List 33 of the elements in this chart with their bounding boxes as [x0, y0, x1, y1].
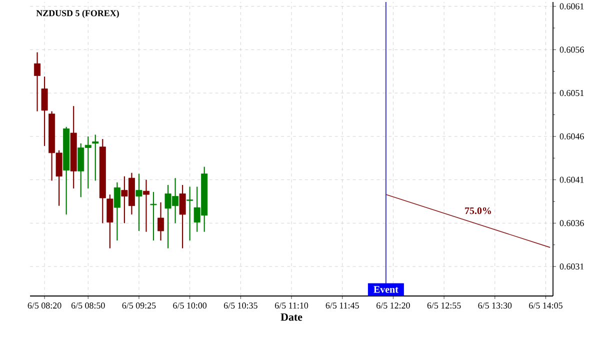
x-tick-label: 6/5 14:05: [529, 302, 562, 309]
candlestick: [186, 186, 194, 242]
annotation: 75.0%: [465, 207, 491, 214]
y-tick-label: 0.6041: [560, 176, 584, 183]
y-tick-label: 0.6036: [560, 220, 584, 226]
candlestick: [150, 191, 157, 242]
x-tick-label: 6/5 13:30: [478, 302, 512, 309]
candlestick: [136, 173, 142, 232]
y-tick-label: 0.6046: [560, 133, 584, 140]
y-tick-label: 0.6031: [560, 263, 584, 270]
x-tick-label: 6/5 08:20: [28, 302, 62, 309]
candlestick: [158, 202, 164, 242]
x-tick-label: 6/5 10:00: [173, 302, 207, 309]
candlestick: [114, 182, 120, 242]
candlestick: [34, 52, 41, 112]
y-tick-label: 0.6051: [560, 90, 584, 96]
x-axis-title: Date: [280, 313, 302, 321]
x-tick-label: 6/5 11:45: [326, 302, 359, 309]
x-tick-label: 6/5 11:10: [275, 302, 308, 309]
candlestick: [179, 184, 186, 249]
candlestick: [142, 179, 150, 232]
text: NZDUSD 5 (FOREX): [36, 10, 119, 18]
y-tick-label: 0.6056: [560, 46, 584, 53]
x-tick-label: 6/5 08:50: [71, 302, 105, 309]
candlestick: [41, 76, 48, 147]
x-tick-label: 6/5 12:55: [427, 302, 461, 309]
y-tick-label: 0.6061: [560, 3, 584, 10]
x-tick-label: 6/5 10:35: [224, 302, 258, 309]
x-tick-label: 6/5 12:20: [376, 302, 410, 309]
ref-line-label: Event: [374, 286, 398, 293]
candlestick: [106, 194, 114, 249]
x-tick-label: 6/5 09:25: [122, 302, 156, 309]
candlestick: [92, 134, 99, 182]
